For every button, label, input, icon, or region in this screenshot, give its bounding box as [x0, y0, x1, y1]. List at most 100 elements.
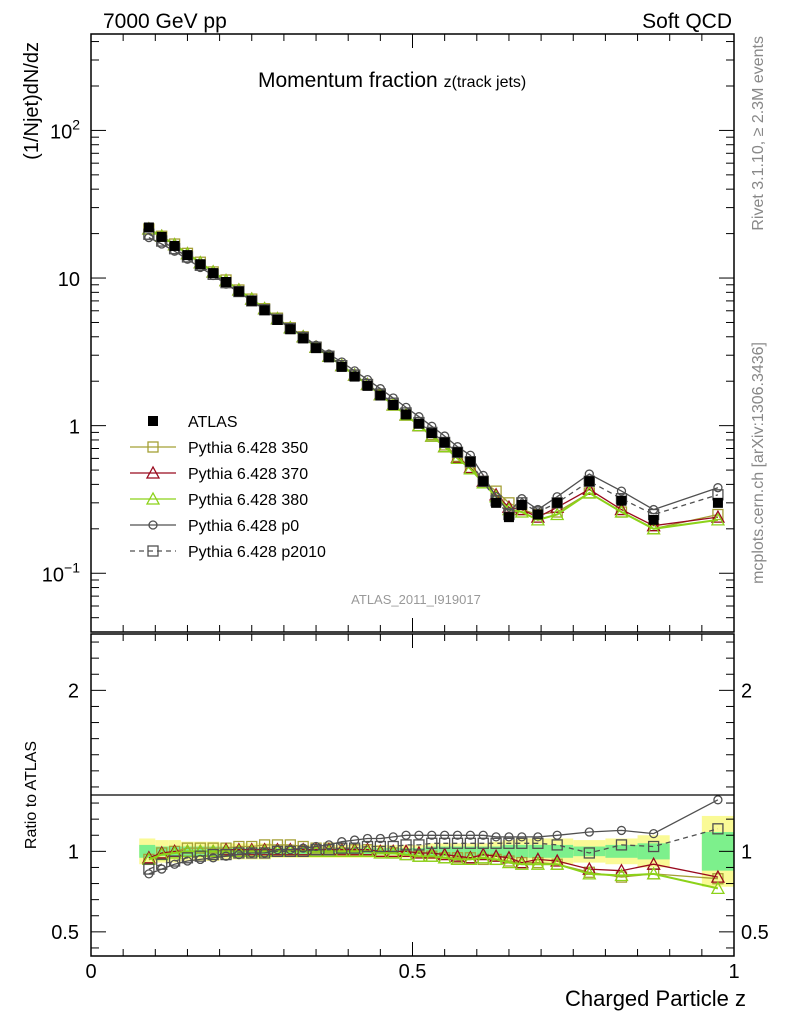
series-atlas-point — [336, 361, 347, 372]
ratio-pythia-6-428-380-point — [167, 845, 182, 859]
x-tick-label: 0.5 — [399, 961, 427, 983]
legend-label: Pythia 6.428 350 — [188, 440, 308, 457]
series-atlas-point — [156, 231, 167, 242]
ratio-pythia-6-428-p0-point — [533, 832, 543, 842]
ratio-pythia-6-428-p0-point — [337, 837, 347, 847]
x-tick-label: 0 — [85, 961, 96, 983]
series-atlas-point — [323, 352, 334, 363]
main-title: Momentum fraction z(track jets) — [258, 69, 526, 92]
ratio-pythia-6-428-p2010-point — [181, 852, 194, 864]
series-pythia-6-428-380-point — [550, 507, 565, 521]
ratio-pythia-6-428-p2010-point — [490, 837, 502, 849]
ratio-pythia-6-428-370-point — [386, 843, 401, 857]
ratio-pythia-6-428-p2010-point — [207, 848, 219, 861]
series-pythia-6-428-380-point — [463, 461, 478, 475]
ratio-pythia-6-428-380-point — [321, 843, 337, 857]
ratio-pythia-6-428-380-point — [450, 852, 465, 866]
ratio-pythia-6-428-380-point — [710, 881, 726, 895]
ratio-pythia-6-428-p0-point — [452, 830, 463, 840]
ratio-pythia-6-428-380-point — [530, 856, 545, 870]
series-atlas-point — [208, 268, 219, 279]
watermark-analysis-id: ATLAS_2011_I919017 — [351, 592, 481, 607]
ratio-pythia-6-428-380-point — [437, 850, 452, 864]
ratio-pythia-6-428-p2010-point — [246, 847, 258, 859]
legend-marker — [148, 416, 158, 426]
ratio-pythia-6-428-p2010-point — [503, 837, 515, 849]
ratio-pythia-6-428-370-point — [398, 843, 414, 857]
ratio-pythia-6-428-380-point — [334, 843, 349, 857]
legend-label: Pythia 6.428 p2010 — [188, 544, 326, 561]
legend-label: ATLAS — [188, 414, 238, 431]
series-atlas-point — [503, 512, 514, 523]
ratio-pythia-6-428-350-point — [615, 871, 628, 883]
ratio-pythia-6-428-350-point — [194, 842, 206, 854]
ratio-pythia-6-428-370-point — [514, 855, 529, 869]
ratio-pythia-6-428-370-point — [463, 850, 478, 864]
main-panel-series — [141, 221, 726, 535]
ratio-pythia-6-428-370-point — [411, 845, 427, 859]
series-atlas-point — [233, 286, 244, 297]
series-pythia-6-428-p0-point — [144, 232, 154, 243]
series-atlas-point — [259, 305, 270, 316]
ratio-y-tick-label: 1 — [68, 841, 79, 863]
series-pythia-6-428-p0-point — [616, 486, 627, 496]
series-atlas-point — [712, 497, 723, 508]
series-atlas-point — [532, 509, 543, 520]
stat-uncertainty-band — [155, 846, 169, 857]
ratio-pythia-6-428-370-point — [360, 842, 375, 856]
ratio-pythia-6-428-p0-point — [195, 854, 205, 865]
series-atlas-point — [648, 514, 659, 525]
ratio-pythia-6-428-p0-point — [375, 833, 386, 844]
series-atlas-point — [298, 333, 309, 344]
ratio-pythia-6-428-370-point — [476, 847, 491, 861]
x-axis-label: Charged Particle z — [565, 986, 746, 1011]
legend-marker — [145, 491, 161, 505]
main-title-sub: z(track jets) — [444, 74, 527, 91]
ratio-pythia-6-428-380-point — [411, 848, 427, 862]
ratio-pythia-6-428-p2010-point — [712, 823, 724, 835]
ratio-pythia-6-428-p0-point — [465, 830, 476, 840]
series-atlas-point — [349, 371, 360, 382]
series-pythia-6-428-p0-point — [713, 483, 723, 493]
series-pythia-6-428-380-point — [582, 485, 597, 499]
ratio-pythia-6-428-380-point — [501, 855, 517, 869]
series-atlas-point — [182, 250, 193, 261]
ratio-pythia-6-428-p2010-point — [194, 850, 206, 862]
ratio-panel-series — [141, 795, 726, 895]
ratio-pythia-6-428-370-point — [347, 842, 362, 856]
y-tick-label: 10−1 — [42, 559, 80, 586]
series-pythia-6-428-350-point — [712, 508, 724, 521]
series-atlas-point — [552, 497, 563, 508]
series-atlas-point — [169, 240, 180, 251]
ratio-pythia-6-428-p0-point — [169, 859, 180, 869]
stat-uncertainty-band — [605, 844, 638, 858]
ratio-pythia-6-428-p0-point — [298, 843, 308, 853]
series-atlas-point — [478, 476, 489, 487]
ratio-pythia-6-428-p2010-point — [400, 839, 412, 851]
stat-uncertainty-band — [528, 844, 548, 858]
ratio-pythia-6-428-370-point — [488, 848, 504, 862]
legend-marker — [145, 465, 161, 479]
stat-uncertainty-band — [573, 846, 606, 857]
ratio-pythia-6-428-p0-point — [504, 832, 514, 842]
ratio-pythia-6-428-p0-point — [491, 832, 501, 842]
ratio-pythia-6-428-380-point — [614, 868, 629, 882]
series-atlas-point — [195, 259, 206, 270]
series-atlas-point — [584, 476, 595, 487]
series-atlas-point — [491, 497, 502, 508]
ratio-pythia-6-428-p0-point — [439, 830, 450, 840]
ratio-pythia-6-428-370-point — [450, 848, 465, 862]
legend-label: Pythia 6.428 p0 — [188, 518, 299, 535]
x-tick-label: 1 — [728, 961, 739, 983]
ratio-pythia-6-428-p2010-point — [438, 837, 451, 849]
ratio-pythia-6-428-p0-point — [584, 827, 594, 837]
series-atlas-point — [452, 447, 463, 458]
ratio-pythia-6-428-p2010-point — [583, 847, 595, 859]
ratio-pythia-6-428-370-point — [296, 842, 311, 856]
series-pythia-6-428-380-point — [710, 512, 726, 526]
ratio-y-tick-label: 2 — [68, 680, 79, 702]
legend-marker — [147, 545, 159, 557]
ratio-pythia-6-428-380-point — [347, 843, 362, 857]
ratio-pythia-6-428-370-point — [437, 847, 452, 861]
